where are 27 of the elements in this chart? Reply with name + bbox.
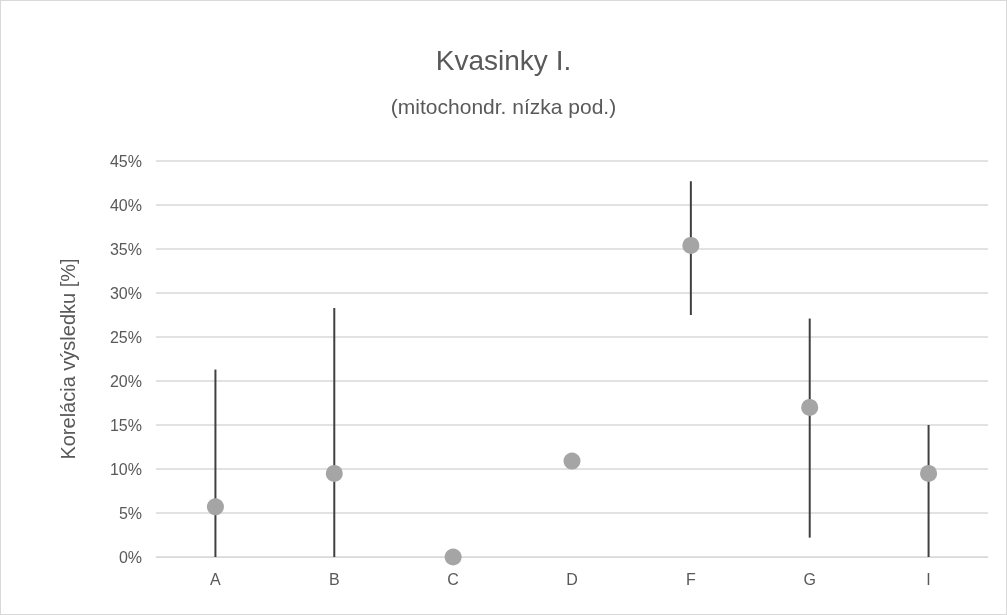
x-tick-label: F <box>685 570 696 588</box>
point <box>563 452 581 470</box>
x-tick-label: D <box>566 570 578 588</box>
y-tick-label: 25% <box>109 328 142 346</box>
x-tick-label: I <box>926 570 931 588</box>
y-tick-label: 40% <box>109 196 142 214</box>
point <box>920 464 938 482</box>
x-tick-label: A <box>210 570 222 588</box>
x-tick-label: G <box>803 570 816 588</box>
point <box>325 464 343 482</box>
point <box>206 498 224 516</box>
y-tick-label: 35% <box>109 240 142 258</box>
y-tick-label: 15% <box>109 416 142 434</box>
point <box>801 398 819 416</box>
chart-subtitle: (mitochondr. nízka pod.) <box>390 95 617 118</box>
y-tick-label: 10% <box>109 460 142 478</box>
point <box>682 236 700 254</box>
y-tick-label: 30% <box>109 284 142 302</box>
x-tick-label: B <box>328 570 340 588</box>
x-tick-label: C <box>447 570 459 588</box>
y-axis-title: Korelácia výsledku [%] <box>57 258 79 460</box>
y-tick-label: 45% <box>109 152 142 170</box>
point <box>444 548 462 566</box>
chart-title: Kvasinky I. <box>435 44 572 76</box>
y-tick-label: 0% <box>118 548 142 566</box>
y-tick-label: 5% <box>118 504 142 522</box>
y-tick-label: 20% <box>109 372 142 390</box>
